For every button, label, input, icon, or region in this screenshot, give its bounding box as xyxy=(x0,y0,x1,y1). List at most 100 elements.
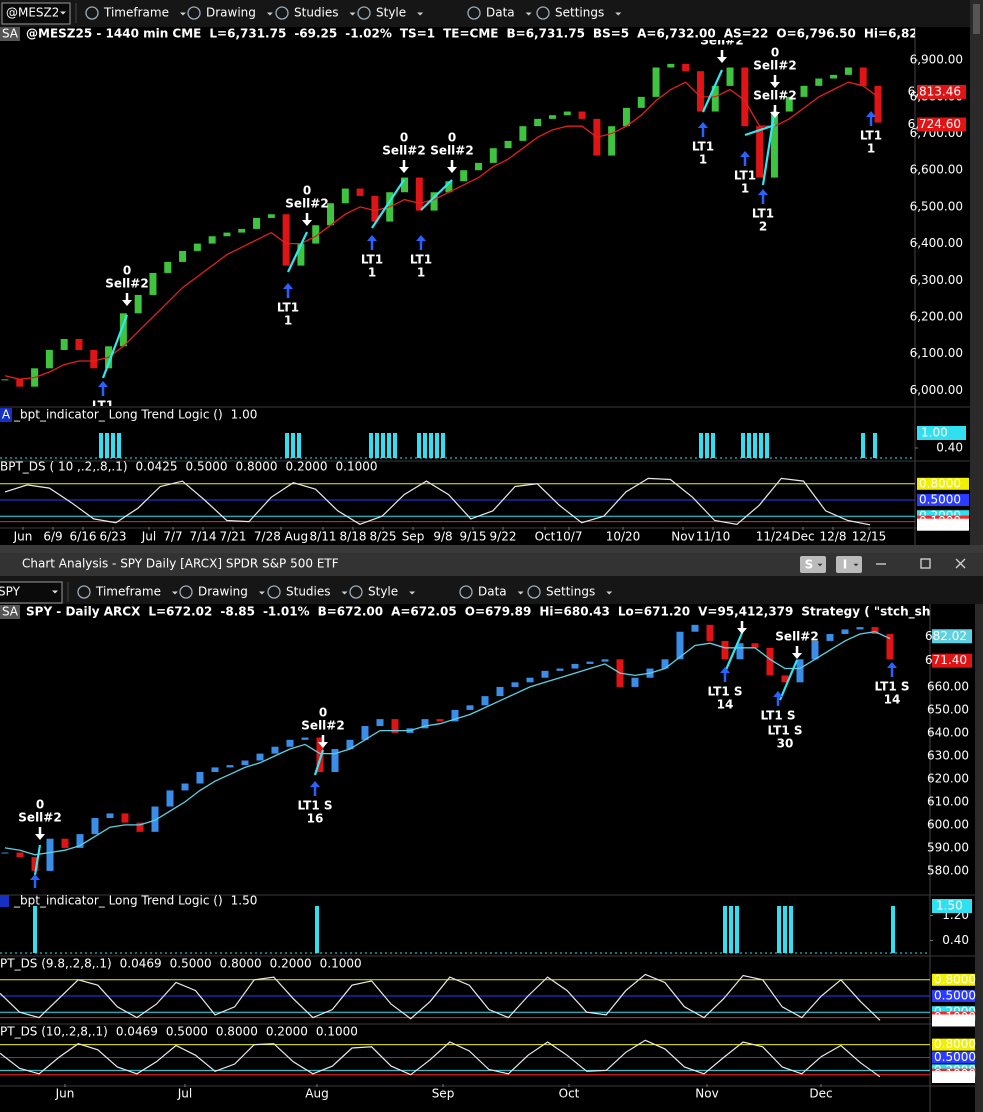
candle xyxy=(526,677,534,683)
title-button[interactable] xyxy=(836,556,862,573)
candle xyxy=(196,772,204,784)
x-tick-label: Jun xyxy=(13,530,33,544)
dropdown-arrow[interactable] xyxy=(52,590,58,594)
dropdown-arrow[interactable] xyxy=(341,591,348,595)
dropdown-arrow[interactable] xyxy=(417,12,424,16)
sell-label: Sell#2 xyxy=(753,89,796,103)
dropdown-arrow[interactable] xyxy=(525,12,532,16)
candle xyxy=(667,63,675,68)
menu-button[interactable]: Settings xyxy=(555,6,604,20)
candle xyxy=(751,643,759,648)
menu-icon xyxy=(267,585,281,599)
menu-button[interactable]: Style xyxy=(376,6,406,20)
dropdown-arrow[interactable] xyxy=(179,12,186,16)
dropdown-arrow[interactable] xyxy=(171,591,178,595)
entry-count: 1 xyxy=(699,153,707,167)
menu-button[interactable]: Style xyxy=(368,585,398,599)
dropdown-arrow[interactable] xyxy=(615,12,622,16)
candle xyxy=(451,709,459,722)
title-button[interactable] xyxy=(800,556,826,573)
scroll-thumb[interactable] xyxy=(973,4,980,34)
menu-icon xyxy=(187,6,201,20)
sell-label: Sell#2 xyxy=(753,59,796,73)
candle xyxy=(534,118,542,127)
window-title: Chart Analysis - SPY Daily [ARCX] SPDR S… xyxy=(22,557,339,571)
candle xyxy=(859,67,867,86)
level-label: 0.1000 xyxy=(320,957,362,971)
entry-label: LT1 xyxy=(410,253,432,267)
menu-button[interactable]: Drawing xyxy=(206,6,256,20)
window-controls[interactable] xyxy=(876,558,966,569)
sell-label: Sell#2 xyxy=(105,277,148,291)
last-value-label: 1.50 xyxy=(936,899,963,913)
candle xyxy=(346,739,354,750)
x-tick-label: Nov xyxy=(671,530,694,544)
entry-arrow-head xyxy=(30,874,40,880)
menu-button[interactable]: Settings xyxy=(546,585,595,599)
candle xyxy=(871,627,879,635)
candle xyxy=(193,243,201,251)
candle xyxy=(151,806,159,832)
title-button-label[interactable]: I xyxy=(843,558,847,572)
candle xyxy=(166,790,174,807)
indicator-bar xyxy=(777,906,781,953)
entry-count: 30 xyxy=(777,737,794,751)
price-plot xyxy=(1,624,894,876)
candle xyxy=(401,177,409,193)
menu-button[interactable]: Timeframe xyxy=(95,585,161,599)
dropdown-arrow[interactable] xyxy=(606,591,613,595)
candle xyxy=(466,705,474,710)
indicator-bar xyxy=(711,433,715,458)
scrollbar[interactable] xyxy=(970,0,983,545)
title-button-label[interactable]: S xyxy=(805,558,814,572)
candle xyxy=(556,668,564,671)
dropdown-arrow[interactable] xyxy=(853,563,859,567)
dropdown-arrow[interactable] xyxy=(258,591,265,595)
symbol-input[interactable]: @MESZ25 xyxy=(6,6,67,20)
dropdown-arrow[interactable] xyxy=(60,11,66,15)
candle xyxy=(119,313,127,347)
dropdown-arrow[interactable] xyxy=(349,12,356,16)
menu-icon xyxy=(459,585,473,599)
y-tick-label: 6,200.00 xyxy=(910,309,963,323)
moving-average xyxy=(4,81,879,380)
oscillator-line xyxy=(4,477,871,526)
candle xyxy=(586,661,594,664)
dropdown-arrow[interactable] xyxy=(266,12,273,16)
candle xyxy=(830,74,838,79)
info-item: Lo=671.20 xyxy=(618,605,690,619)
menu-button[interactable]: Studies xyxy=(286,585,331,599)
entry-arrow-head xyxy=(698,122,708,128)
info-item: TE=CME xyxy=(443,27,498,41)
indicator-bar xyxy=(441,433,445,458)
sell-label: Sell#2 xyxy=(382,144,425,158)
menu-button[interactable]: Data xyxy=(478,585,507,599)
dropdown-arrow[interactable] xyxy=(517,591,524,595)
dropdown-arrow[interactable] xyxy=(817,563,823,567)
trend-segment xyxy=(701,69,724,113)
candle xyxy=(90,349,98,369)
sell-arrow-head xyxy=(399,167,409,173)
menu-button[interactable]: Data xyxy=(486,6,515,20)
entry-label: LT1 S xyxy=(297,799,332,813)
candle xyxy=(134,294,142,314)
candle xyxy=(301,737,309,740)
menu-button[interactable]: Studies xyxy=(294,6,339,20)
indicator-bar xyxy=(735,906,739,953)
trend-segment xyxy=(778,659,799,701)
symbol-box[interactable] xyxy=(0,581,63,604)
x-tick-label: Aug xyxy=(305,1087,328,1101)
menu-button[interactable]: Drawing xyxy=(198,585,248,599)
panel-title: BPT_DS ( 10 ,.2,.8,.1) xyxy=(0,460,128,474)
dropdown-arrow[interactable] xyxy=(409,591,416,595)
menu-button[interactable]: Timeframe xyxy=(103,6,169,20)
candle xyxy=(286,739,294,747)
candle xyxy=(652,67,660,97)
price-marker-label: 6,813.46 xyxy=(908,84,961,98)
symbol-input[interactable]: SPY xyxy=(0,585,21,599)
indicator-bar xyxy=(117,433,121,458)
symbol-box[interactable] xyxy=(1,2,71,25)
candle xyxy=(826,634,834,641)
indicator-bar xyxy=(369,433,373,458)
sell-arrow-head xyxy=(792,653,802,659)
